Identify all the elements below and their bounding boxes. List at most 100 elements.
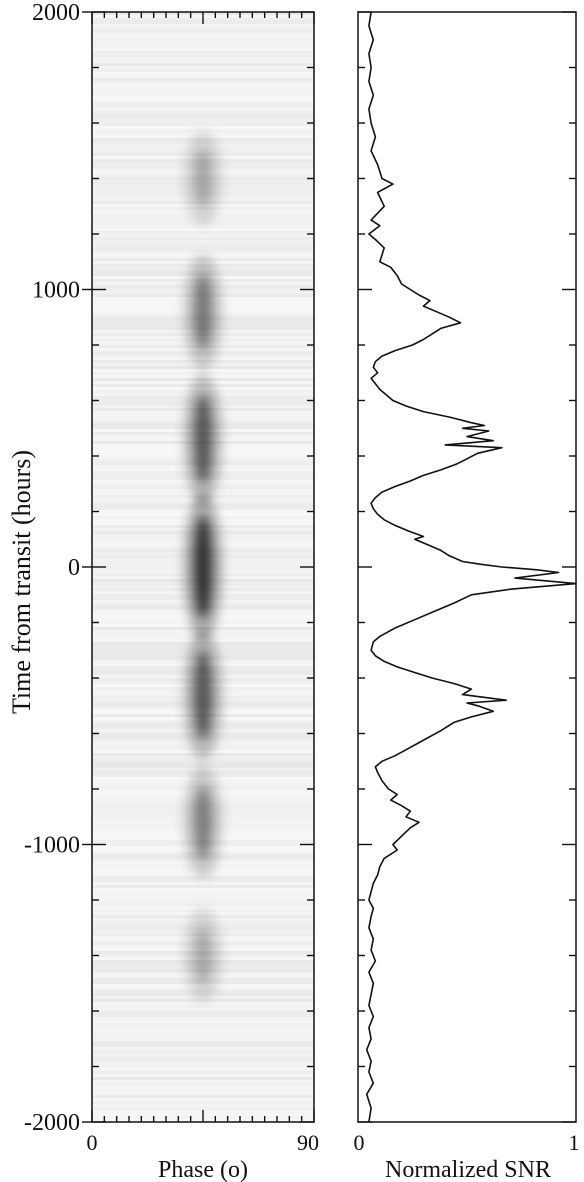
heatmap-noise-stripe xyxy=(92,1074,314,1077)
heatmap-noise-stripe xyxy=(92,1017,314,1020)
heatmap-noise-stripe xyxy=(92,93,314,96)
heatmap-noise-stripe xyxy=(92,1011,314,1014)
snr-panel: 0 1 Normalized SNR xyxy=(354,11,580,1182)
heatmap-noise-stripe xyxy=(92,69,314,72)
heatmap-noise-stripe xyxy=(92,1044,314,1047)
heatmap-noise-stripe xyxy=(92,48,314,51)
heatmap-noise-stripe xyxy=(92,243,314,246)
heatmap-noise-stripe xyxy=(92,72,314,75)
heatmap-noise-stripe xyxy=(92,30,314,33)
heatmap-signal-blobs xyxy=(183,130,223,1003)
heatmap-noise-stripe xyxy=(92,42,314,45)
heatmap-noise-stripe xyxy=(92,240,314,243)
y-tick-label: 0 xyxy=(68,555,80,581)
snr-background xyxy=(358,12,576,1122)
heatmap-noise-stripe xyxy=(92,87,314,90)
heatmap-noise-stripe xyxy=(92,888,314,891)
heatmap-noise-stripe xyxy=(92,1035,314,1038)
heatmap-noise-stripe xyxy=(92,225,314,228)
y-tick-label: -1000 xyxy=(24,833,80,859)
heatmap-noise-stripe xyxy=(92,102,314,105)
heatmap-noise-stripe xyxy=(92,1101,314,1104)
heatmap-noise-stripe xyxy=(92,63,314,66)
heatmap-x-tick-0: 0 xyxy=(87,1130,98,1155)
heatmap-noise-stripe xyxy=(92,369,314,372)
heatmap-noise-stripe xyxy=(92,906,314,909)
heatmap-noise-stripe xyxy=(92,891,314,894)
heatmap-noise-stripe xyxy=(92,96,314,99)
heatmap-noise-stripe xyxy=(92,57,314,60)
heatmap-noise-stripe xyxy=(92,126,314,129)
heatmap-noise-stripe xyxy=(92,1068,314,1071)
heatmap-noise-stripe xyxy=(92,54,314,57)
heatmap-noise-stripe xyxy=(92,1095,314,1098)
heatmap-x-tick-90: 90 xyxy=(297,1130,319,1155)
heatmap-noise-stripe xyxy=(92,372,314,375)
heatmap-noise-stripe xyxy=(92,105,314,108)
signal-blob xyxy=(194,515,212,619)
heatmap-noise-stripe xyxy=(92,1014,314,1017)
heatmap-noise-stripe xyxy=(92,903,314,906)
heatmap-noise-stripe xyxy=(92,81,314,84)
heatmap-noise-stripe xyxy=(92,123,314,126)
heatmap-noise-stripe xyxy=(92,1056,314,1059)
heatmap-noise-stripe xyxy=(92,759,314,762)
heatmap-noise-stripe xyxy=(92,120,314,123)
heatmap-noise-stripe xyxy=(92,117,314,120)
heatmap-noise-stripe xyxy=(92,1107,314,1110)
heatmap-noise-stripe xyxy=(92,99,314,102)
heatmap-noise-stripe xyxy=(92,1083,314,1086)
heatmap-noise-stripe xyxy=(92,84,314,87)
y-axis-label: Time from transit (hours) xyxy=(7,450,36,714)
heatmap-noise-stripe xyxy=(92,60,314,63)
signal-blob xyxy=(194,650,212,739)
heatmap-noise-stripe xyxy=(92,894,314,897)
heatmap-noise-stripe xyxy=(92,237,314,240)
heatmap-noise-stripe xyxy=(92,24,314,27)
heatmap-noise-stripe xyxy=(92,1041,314,1044)
y-tick-labels: 2000 1000 0 -1000 -2000 xyxy=(24,0,80,1136)
heatmap-noise-stripe xyxy=(92,228,314,231)
heatmap-noise-stripe xyxy=(92,129,314,132)
snr-x-label: Normalized SNR xyxy=(385,1157,551,1182)
heatmap-noise-stripe xyxy=(92,1092,314,1095)
heatmap-noise-stripe xyxy=(92,39,314,42)
heatmap-noise-stripe xyxy=(92,27,314,30)
heatmap-noise-stripe xyxy=(92,249,314,252)
signal-blob xyxy=(194,149,212,208)
heatmap-noise-stripe xyxy=(92,108,314,111)
heatmap-noise-stripe xyxy=(92,1104,314,1107)
heatmap-noise-stripe xyxy=(92,252,314,255)
snr-ticks xyxy=(358,11,576,1123)
heatmap-noise-stripe xyxy=(92,231,314,234)
heatmap-noise-stripe xyxy=(92,1077,314,1080)
heatmap-noise-stripe xyxy=(92,1071,314,1074)
heatmap-noise-stripe xyxy=(92,1062,314,1065)
heatmap-noise-stripe xyxy=(92,51,314,54)
heatmap-noise-stripe xyxy=(92,879,314,882)
signal-blob xyxy=(194,395,212,484)
heatmap-noise-stripe xyxy=(92,1038,314,1041)
heatmap-noise-stripe xyxy=(92,900,314,903)
heatmap-noise-stripe xyxy=(92,1002,314,1005)
heatmap-panel: 2000 1000 0 -1000 -2000 0 90 Phase (o) Time … xyxy=(7,0,319,1182)
heatmap-noise-stripe xyxy=(92,75,314,78)
heatmap-noise-stripe xyxy=(92,111,314,114)
heatmap-noise-stripe xyxy=(92,45,314,48)
snr-series-line xyxy=(365,11,577,1123)
heatmap-noise-stripe xyxy=(92,1032,314,1035)
heatmap-noise-stripe xyxy=(92,114,314,117)
heatmap-noise-stripe xyxy=(92,1050,314,1053)
heatmap-noise-stripe xyxy=(92,1086,314,1089)
heatmap-noise-stripe xyxy=(92,897,314,900)
heatmap-x-label: Phase (o) xyxy=(158,1157,248,1182)
heatmap-noise-stripe xyxy=(92,1089,314,1092)
y-tick-label: 2000 xyxy=(32,0,80,26)
heatmap-noise-stripe xyxy=(92,1020,314,1023)
heatmap-noise-stripe xyxy=(92,246,314,249)
heatmap-noise-stripe xyxy=(92,882,314,885)
heatmap-noise-stripe xyxy=(92,1008,314,1011)
y-tick-label: 1000 xyxy=(32,278,80,304)
signal-blob xyxy=(194,785,212,859)
